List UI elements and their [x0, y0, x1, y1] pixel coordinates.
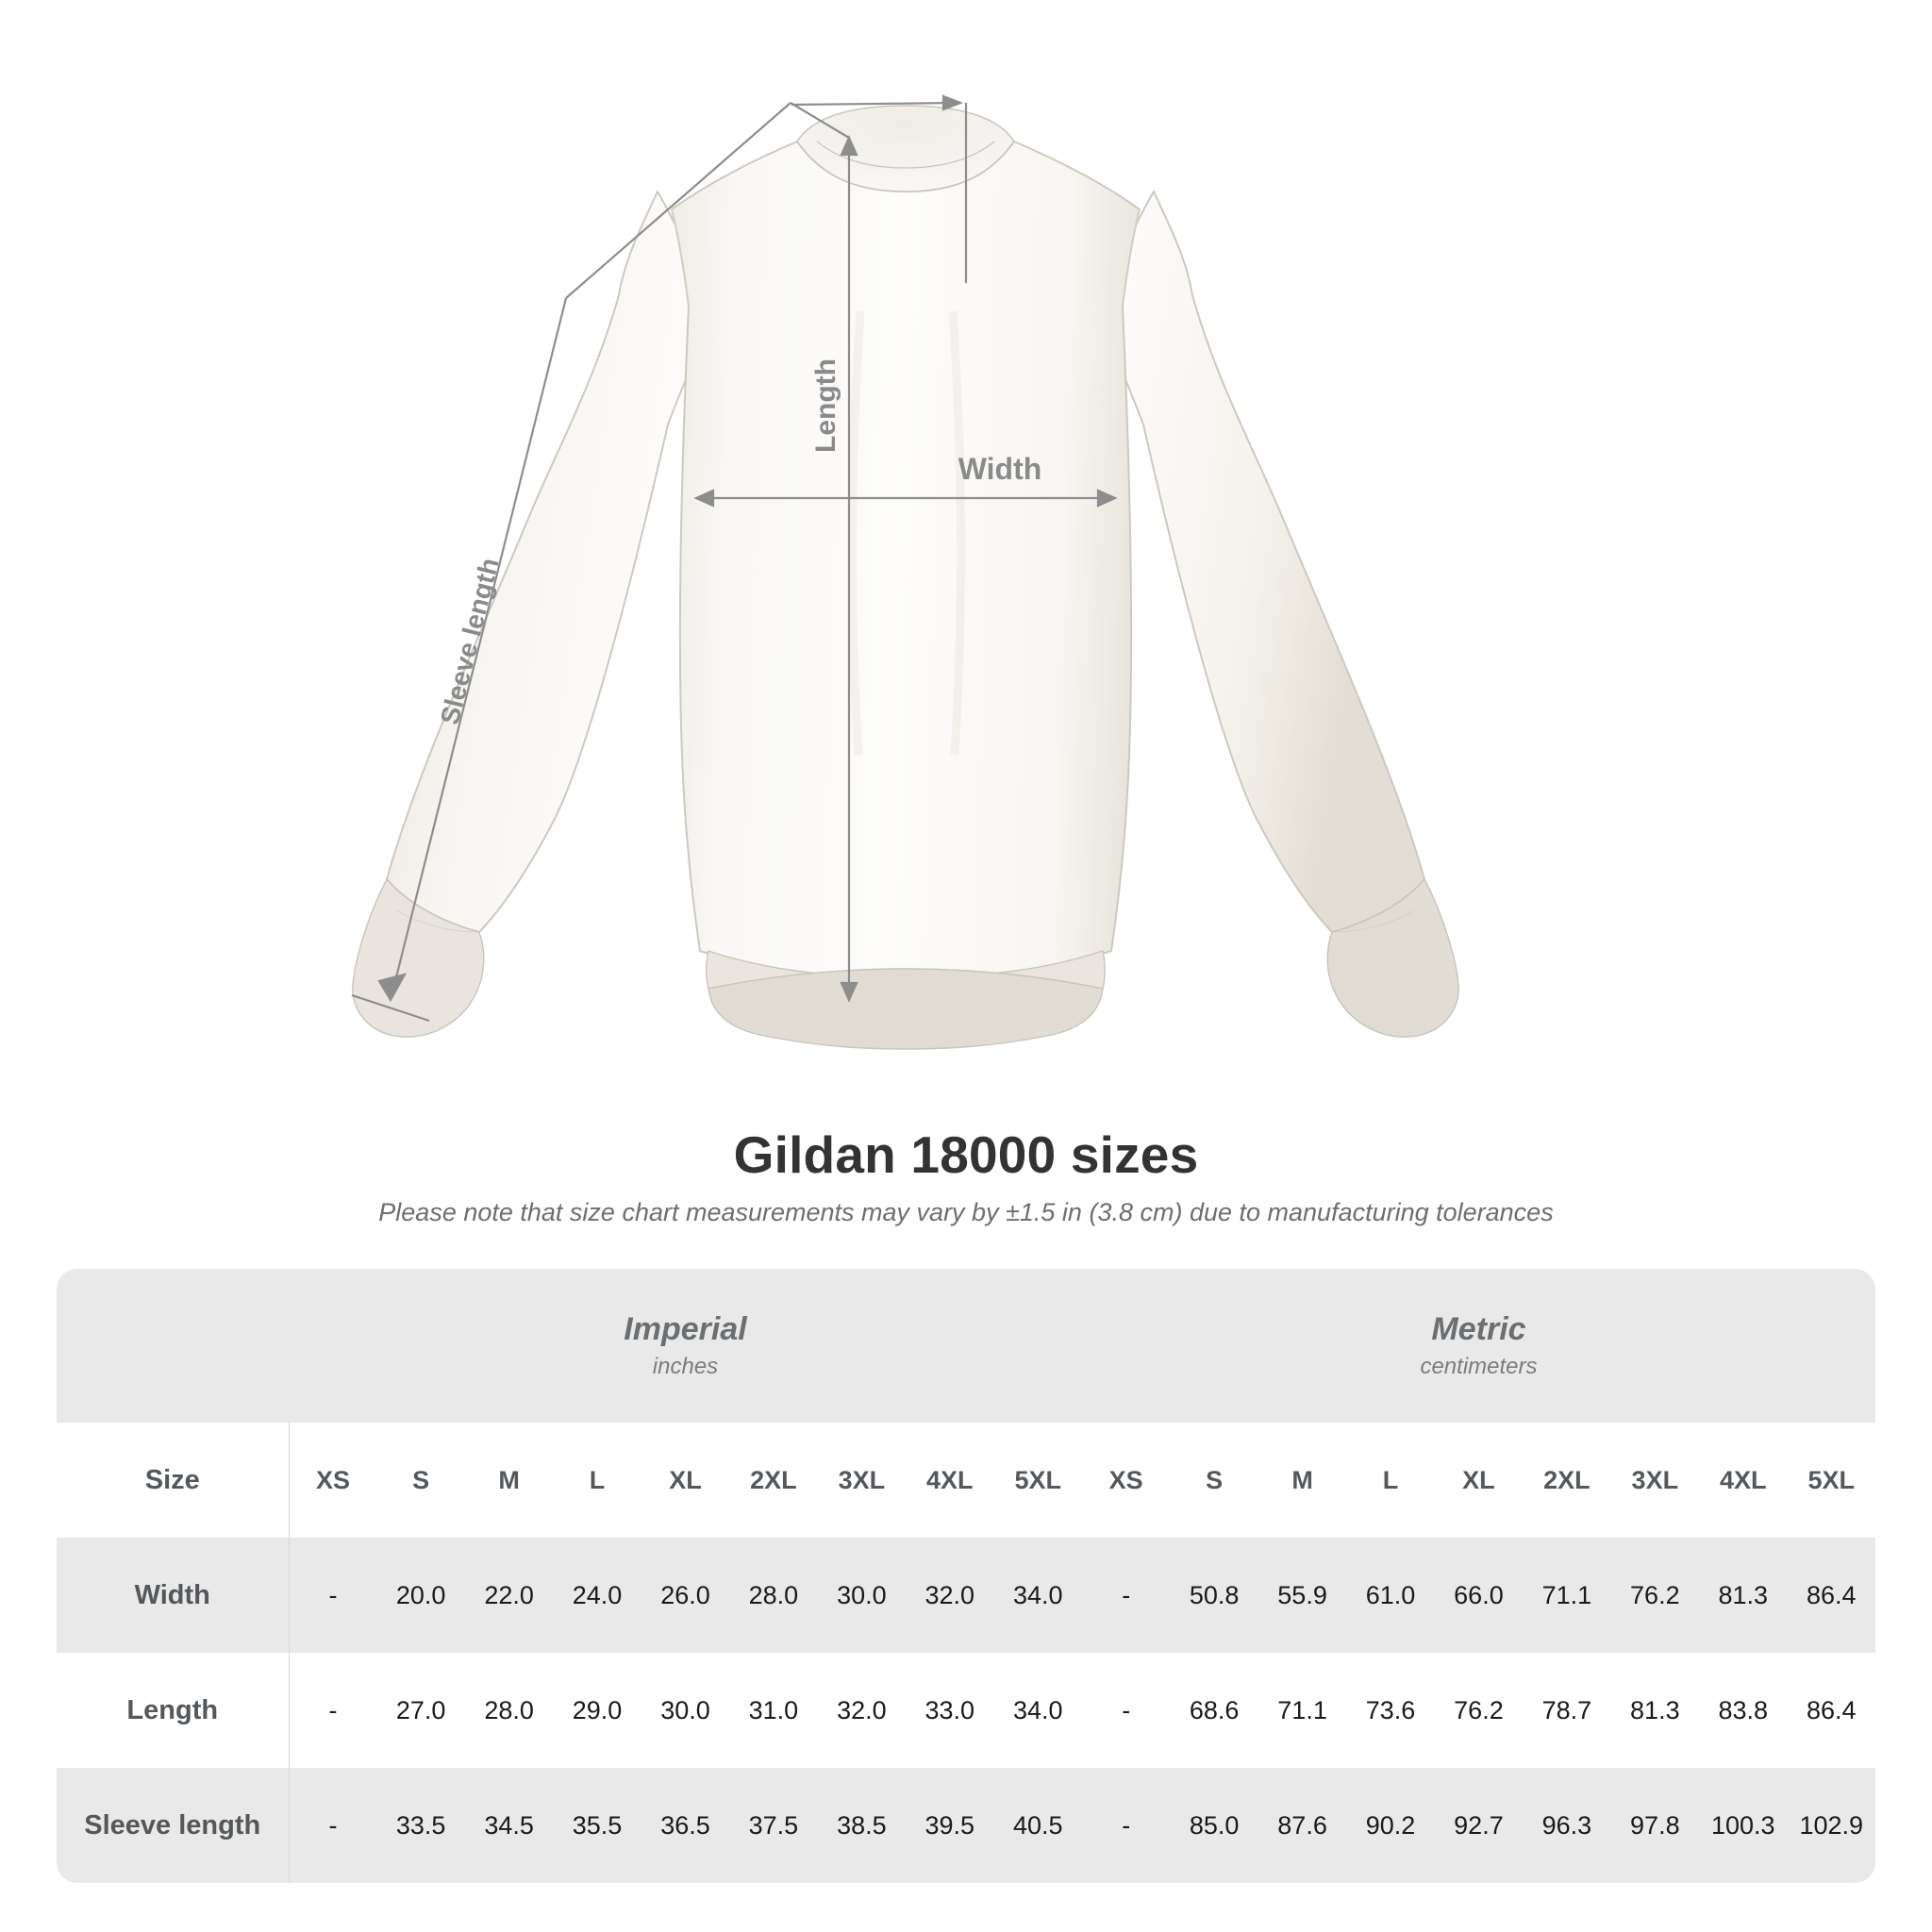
svg-text:Width: Width	[958, 452, 1042, 486]
svg-text:Length: Length	[810, 358, 841, 453]
svg-text:Sleeve length: Sleeve length	[435, 555, 505, 727]
